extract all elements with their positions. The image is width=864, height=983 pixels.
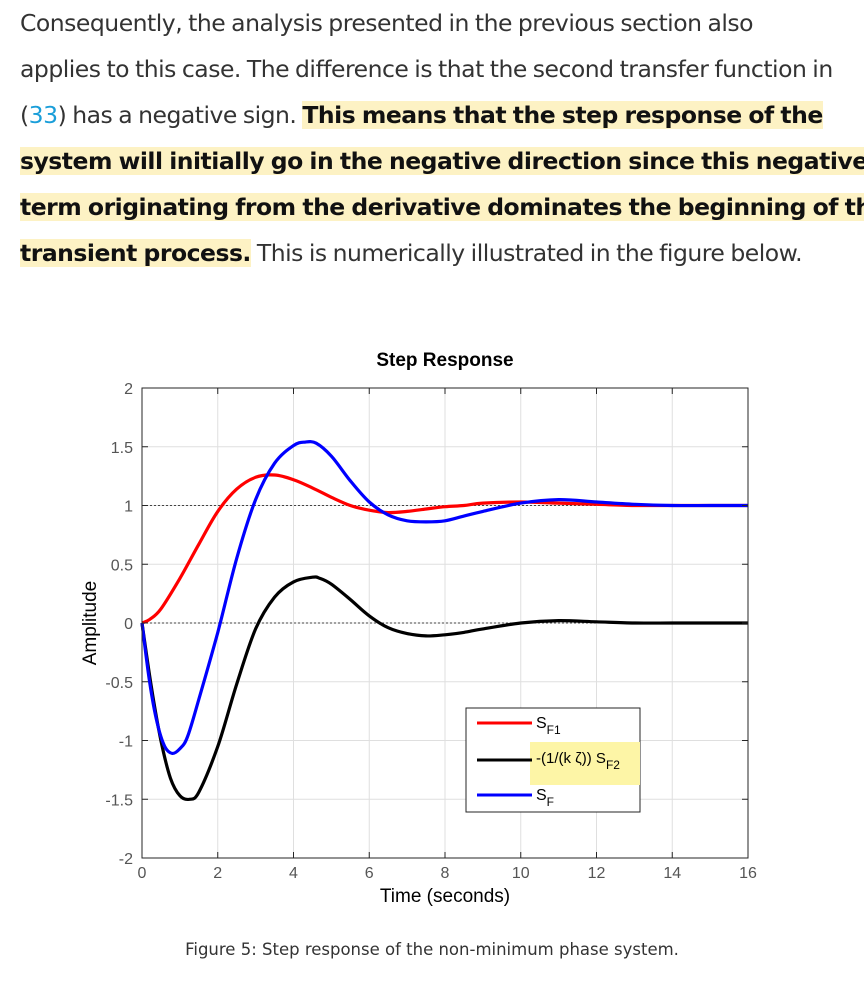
y-tick-labels: -2 -1.5 -1 -0.5 0 0.5 1 1.5 2 — [105, 381, 133, 868]
y-tick-label: -1.5 — [105, 792, 133, 809]
curve-sf1 — [141, 473, 748, 625]
highlighted-text: transient process. — [20, 239, 251, 267]
y-tick-label: 2 — [124, 381, 133, 398]
x-tick-label: 8 — [441, 865, 450, 882]
y-axis-label: Amplitude — [80, 581, 101, 666]
body-paragraph: Consequently, the analysis presented in … — [20, 0, 864, 276]
figure-caption: Figure 5: Step response of the non-minim… — [185, 940, 679, 959]
y-tick-label: 0.5 — [111, 557, 133, 574]
legend-label-sf1-sub: F1 — [547, 723, 561, 737]
paragraph-line-1: Consequently, the analysis presented in … — [20, 9, 754, 37]
x-tick-label: 12 — [588, 865, 606, 882]
x-tick-label: 10 — [512, 865, 530, 882]
x-tick-label: 16 — [739, 865, 757, 882]
legend-label-sf-sub: F — [547, 795, 554, 809]
highlighted-text: system will initially go in the negative… — [20, 147, 864, 175]
paragraph-text: This is numerically illustrated in the f… — [250, 239, 803, 267]
chart-title: Step Response — [376, 350, 513, 371]
x-tick-label: 6 — [365, 865, 374, 882]
legend-label-sf1-main: S — [536, 715, 547, 732]
legend-label-sf2-sub: F2 — [606, 758, 620, 772]
legend-label-sf-main: S — [536, 787, 547, 804]
y-tick-label: 1.5 — [111, 440, 133, 457]
legend-label-sf1: SF1 — [536, 715, 561, 737]
y-tick-label: -1 — [119, 734, 133, 751]
x-tick-labels: 0 2 4 6 8 10 12 14 16 — [138, 865, 757, 882]
legend-label-sf: SF — [536, 787, 554, 809]
tick-marks — [141, 387, 749, 859]
highlighted-text: This means that the step response of the — [302, 101, 823, 129]
y-tick-label: -0.5 — [105, 675, 133, 692]
y-tick-label: 1 — [124, 499, 133, 516]
curves — [140, 440, 748, 802]
x-tick-label: 0 — [138, 865, 147, 882]
legend-label-sf2-main: -(1/(k ζ)) S — [536, 750, 606, 767]
curve-sf2 — [140, 575, 748, 802]
legend-highlight — [530, 742, 640, 785]
ref-open-paren: ( — [20, 101, 29, 129]
x-tick-label: 4 — [289, 865, 298, 882]
x-tick-label: 2 — [213, 865, 222, 882]
legend: SF1 -(1/(k ζ)) SF2 SF — [465, 707, 641, 813]
paragraph-line-4: system will initially go in the negative… — [20, 138, 864, 184]
paragraph-line-5: term originating from the derivative dom… — [20, 184, 864, 230]
paragraph-text: ) has a negative sign. — [57, 101, 303, 129]
y-tick-label: -2 — [119, 851, 133, 868]
x-axis-label: Time (seconds) — [380, 886, 510, 907]
highlighted-text: term originating from the derivative dom… — [20, 193, 864, 221]
x-tick-label: 14 — [663, 865, 681, 882]
paragraph-line-6: transient process. This is numerically i… — [20, 230, 850, 276]
y-tick-label: 0 — [124, 616, 133, 633]
equation-reference-link[interactable]: 33 — [28, 101, 58, 129]
paragraph-line-3: (33) has a negative sign. This means tha… — [20, 92, 850, 138]
legend-label-sf2: -(1/(k ζ)) SF2 — [536, 750, 620, 772]
curve-sf — [140, 440, 748, 756]
step-response-chart: 0 2 4 6 8 10 12 14 16 -2 -1.5 -1 -0.5 0 0.5 1 1.5 2 Step… — [80, 350, 757, 907]
paragraph-line-2: applies to this case. The difference is … — [20, 55, 833, 83]
